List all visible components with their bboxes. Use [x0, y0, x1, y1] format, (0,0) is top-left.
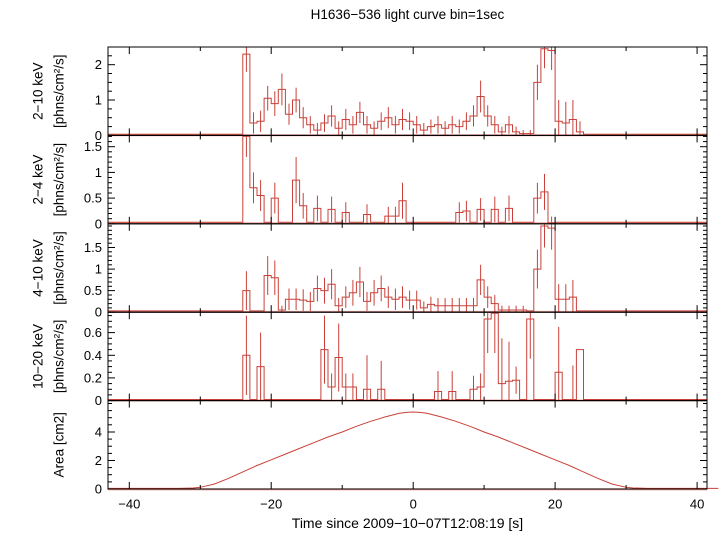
- x-tick-label: −20: [260, 497, 282, 512]
- y-tick-label: 0.4: [84, 348, 102, 363]
- y-tick-label: 2: [95, 453, 102, 468]
- ylabel-unit: [phns/cm²/s]: [52, 231, 67, 305]
- x-tick-label: −40: [118, 497, 140, 512]
- y-tick-label: 1.5: [84, 139, 102, 154]
- y-tick-label: 0: [95, 216, 102, 231]
- panel-frame: [107, 46, 708, 136]
- lightcurve-steps: [108, 225, 707, 312]
- y-tick-label: 1: [95, 165, 102, 180]
- ticks: [108, 135, 707, 225]
- x-tick-label: 20: [548, 497, 562, 512]
- ticks: [108, 223, 707, 313]
- ylabel-unit: [phns/cm²/s]: [52, 143, 67, 217]
- panel-frame: [107, 134, 708, 225]
- ylabel-energy-band: 2−4 keV: [31, 155, 46, 205]
- panel-2-4keV: 0 0.5 1 1.5 2−4 keV [phns/cm²/s]: [31, 134, 708, 231]
- panel-2-10keV: 0 1 2 2−10 keV [phns/cm²/s]: [31, 46, 708, 143]
- ticks: [108, 312, 707, 402]
- ylabel-unit: [phns/cm²/s]: [52, 54, 67, 128]
- ylabel-unit: Area [cm2]: [52, 412, 67, 477]
- y-tick-label: 4: [95, 425, 102, 440]
- y-tick-label: 0: [95, 305, 102, 320]
- y-tick-label: 0.6: [84, 325, 102, 340]
- y-tick-label: 0.5: [84, 191, 102, 206]
- effective-area-curve: [108, 411, 719, 489]
- y-tick-label: 1.5: [84, 240, 102, 255]
- lightcurve-steps: [108, 312, 707, 400]
- y-tick-label: 0: [95, 482, 102, 497]
- y-tick-label: 0.5: [84, 283, 102, 298]
- ticks: [108, 400, 707, 490]
- y-tick-label: 0: [95, 128, 102, 143]
- y-tick-label: 2: [95, 57, 102, 72]
- y-tick-label: 0.2: [84, 370, 102, 385]
- ylabel-energy-band: 10−20 keV: [31, 324, 46, 389]
- ticks: [108, 47, 707, 136]
- ylabel-energy-band: 2−10 keV: [31, 62, 46, 119]
- y-tick-label: 0: [95, 393, 102, 408]
- x-axis-label: Time since 2009−10−07T12:08:19 [s]: [291, 515, 524, 531]
- error-bars: [245, 312, 574, 401]
- y-tick-label: 1: [95, 262, 102, 277]
- lightcurve-steps: [108, 48, 707, 135]
- ylabel-unit: [phns/cm²/s]: [52, 320, 67, 394]
- x-tick-label: 0: [410, 497, 417, 512]
- lightcurve-steps: [108, 135, 707, 224]
- panel-frame: [107, 311, 708, 402]
- panel-10-20keV: 0 0.2 0.4 0.6 10−20 keV [phns/cm²/s]: [31, 311, 708, 408]
- ylabel-energy-band: 4−10 keV: [31, 239, 46, 296]
- chart-title: H1636−536 light curve bin=1sec: [310, 7, 505, 22]
- panel-frame: [107, 223, 708, 313]
- panel-frame: [107, 400, 708, 490]
- x-tick-labels: −40 −20 0 20 40: [118, 497, 704, 512]
- x-tick-label: 40: [690, 497, 704, 512]
- panel-area: 0 2 4 Area [cm2]: [52, 400, 719, 497]
- panel-4-10keV: 0 0.5 1 1.5 4−10 keV [phns/cm²/s]: [31, 223, 708, 320]
- y-tick-label: 1: [95, 93, 102, 108]
